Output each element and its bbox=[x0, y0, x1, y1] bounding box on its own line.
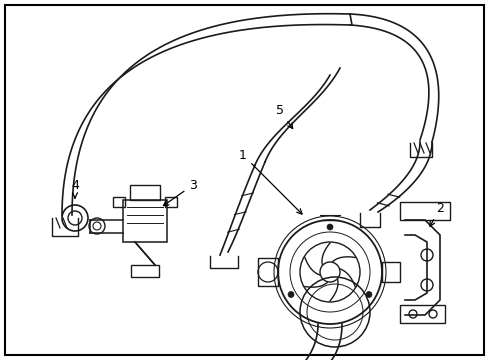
Circle shape bbox=[365, 292, 371, 297]
Bar bbox=[123, 200, 167, 242]
Text: 2: 2 bbox=[429, 202, 443, 226]
Text: 4: 4 bbox=[71, 179, 79, 198]
Bar bbox=[130, 185, 160, 200]
Bar bbox=[381, 262, 399, 282]
Text: 3: 3 bbox=[163, 179, 197, 206]
Circle shape bbox=[287, 292, 293, 297]
Bar bbox=[399, 305, 444, 323]
Bar bbox=[399, 202, 449, 220]
Bar bbox=[258, 258, 278, 286]
Text: 5: 5 bbox=[275, 104, 292, 129]
Bar bbox=[131, 265, 159, 277]
Bar bbox=[113, 197, 125, 207]
Circle shape bbox=[326, 224, 332, 230]
Text: 1: 1 bbox=[239, 149, 302, 214]
Bar bbox=[164, 197, 177, 207]
